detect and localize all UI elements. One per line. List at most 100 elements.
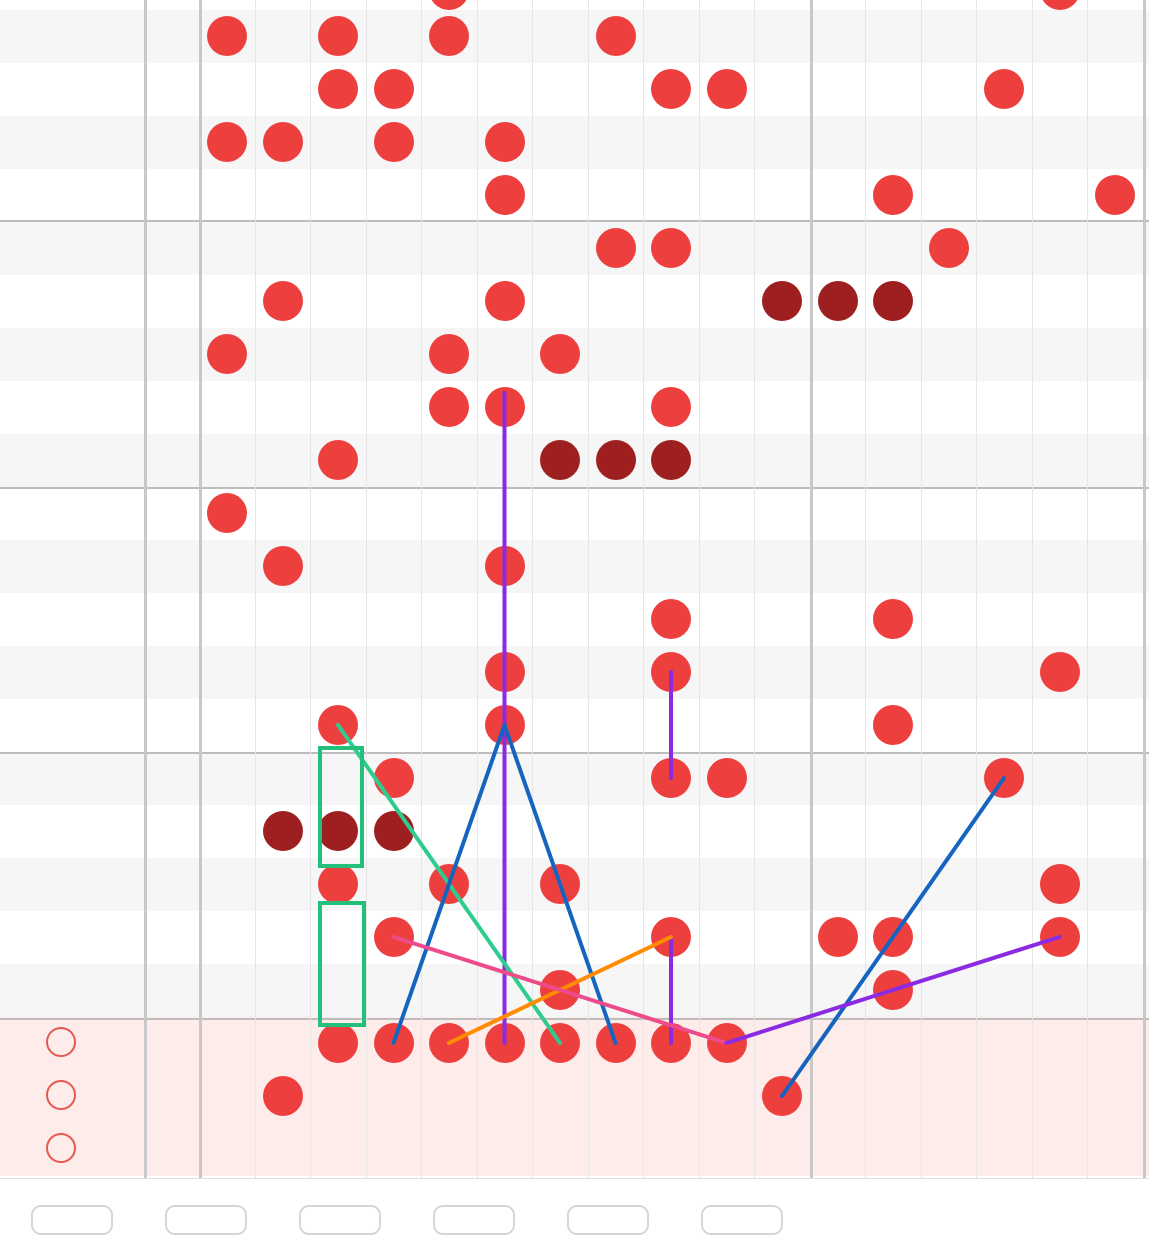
ball-number bbox=[928, 228, 969, 268]
column-divider bbox=[754, 0, 755, 1178]
ball-number bbox=[817, 281, 858, 321]
column-divider bbox=[643, 0, 644, 1178]
ball-number bbox=[207, 334, 247, 374]
purple-trend-line bbox=[724, 935, 1062, 1045]
cell-col-4 bbox=[367, 63, 422, 116]
cell-col-12 bbox=[811, 275, 866, 328]
cell-col-12 bbox=[811, 911, 866, 964]
column-divider bbox=[920, 0, 922, 1178]
ball-number bbox=[207, 493, 247, 533]
ball-number bbox=[762, 281, 802, 321]
cell-col-1 bbox=[200, 116, 255, 169]
ball-number bbox=[262, 811, 303, 851]
cell-col-16 bbox=[1033, 858, 1088, 911]
ball-number bbox=[318, 864, 358, 904]
cell-col-9 bbox=[644, 63, 699, 116]
ball-number bbox=[484, 122, 525, 162]
ball-number bbox=[873, 599, 913, 639]
cell-col-3 bbox=[311, 858, 366, 911]
cell-col-6 bbox=[478, 116, 533, 169]
table-row bbox=[0, 434, 1149, 487]
cell-col-13 bbox=[866, 275, 921, 328]
blue-trend-line bbox=[502, 723, 618, 1045]
trend-chart-grid bbox=[0, 0, 1149, 1178]
ball-number bbox=[318, 440, 358, 480]
cell-col-3 bbox=[311, 805, 366, 858]
toolbar-button[interactable] bbox=[567, 1205, 649, 1235]
cell-col-3 bbox=[311, 10, 366, 63]
column-divider bbox=[421, 0, 422, 1178]
toolbar-button[interactable] bbox=[165, 1205, 247, 1235]
ball-number bbox=[373, 758, 414, 798]
cell-col-14 bbox=[922, 222, 977, 275]
ball-number bbox=[817, 917, 858, 957]
cell-col-2 bbox=[256, 116, 311, 169]
cell-col-6 bbox=[478, 275, 533, 328]
cell-col-9 bbox=[644, 434, 699, 487]
column-divider bbox=[587, 0, 589, 1178]
cell-col-5 bbox=[422, 381, 477, 434]
group-separator bbox=[0, 487, 1149, 489]
cell-col-2[interactable] bbox=[256, 1070, 311, 1123]
column-divider bbox=[865, 0, 866, 1178]
ball-number bbox=[540, 334, 580, 374]
pick-row[interactable] bbox=[0, 1017, 1149, 1070]
cell-col-8 bbox=[589, 10, 644, 63]
highlight-box bbox=[318, 901, 366, 1027]
blue-trend-line bbox=[391, 723, 507, 1045]
bottom-toolbar bbox=[0, 1178, 1149, 1235]
cell-col-13 bbox=[866, 169, 921, 222]
column-divider bbox=[809, 0, 813, 1178]
cell-col-6 bbox=[478, 169, 533, 222]
table-row bbox=[0, 328, 1149, 381]
column-divider bbox=[698, 0, 700, 1178]
pick-row[interactable] bbox=[0, 1123, 1149, 1176]
ball-number bbox=[595, 228, 636, 268]
toolbar-button[interactable] bbox=[433, 1205, 515, 1235]
ball-number bbox=[262, 1076, 303, 1116]
ball-number bbox=[207, 16, 247, 56]
column-divider bbox=[532, 0, 533, 1178]
radio-button[interactable] bbox=[46, 1080, 76, 1110]
ball-number bbox=[651, 387, 691, 427]
cell-col-5 bbox=[422, 328, 477, 381]
cell-col-2 bbox=[256, 805, 311, 858]
ball-number bbox=[1095, 175, 1135, 215]
table-row bbox=[0, 805, 1149, 858]
table-row bbox=[0, 752, 1149, 805]
toolbar-button[interactable] bbox=[31, 1205, 113, 1235]
column-divider bbox=[1142, 0, 1146, 1178]
cell-col-2 bbox=[256, 275, 311, 328]
column-divider bbox=[1031, 0, 1033, 1178]
table-row bbox=[0, 10, 1149, 63]
column-divider bbox=[365, 0, 367, 1178]
pink-trend-line bbox=[391, 935, 729, 1045]
column-divider bbox=[199, 0, 202, 1178]
radio-button[interactable] bbox=[46, 1027, 76, 1057]
ball-number bbox=[706, 758, 747, 798]
ball-number bbox=[873, 281, 913, 321]
cell-col-3[interactable] bbox=[311, 1017, 366, 1070]
cell-col-4 bbox=[367, 805, 422, 858]
ball-number bbox=[706, 69, 747, 109]
toolbar-button[interactable] bbox=[701, 1205, 783, 1235]
ball-number bbox=[651, 440, 691, 480]
ball-number bbox=[595, 440, 636, 480]
table-row bbox=[0, 169, 1149, 222]
ball-number bbox=[262, 281, 303, 321]
cell-col-10 bbox=[700, 752, 755, 805]
cell-col-1 bbox=[200, 10, 255, 63]
column-divider bbox=[310, 0, 311, 1178]
ball-number bbox=[873, 175, 913, 215]
ball-number bbox=[373, 811, 414, 851]
radio-button[interactable] bbox=[46, 1133, 76, 1163]
annotation-overlay bbox=[318, 391, 1062, 1098]
ball-number bbox=[429, 16, 469, 56]
pick-row[interactable] bbox=[0, 1070, 1149, 1123]
ball-number bbox=[262, 122, 303, 162]
table-row bbox=[0, 540, 1149, 593]
table-row bbox=[0, 911, 1149, 964]
toolbar-button[interactable] bbox=[299, 1205, 381, 1235]
ball-number bbox=[318, 69, 358, 109]
group-separator bbox=[0, 752, 1149, 754]
